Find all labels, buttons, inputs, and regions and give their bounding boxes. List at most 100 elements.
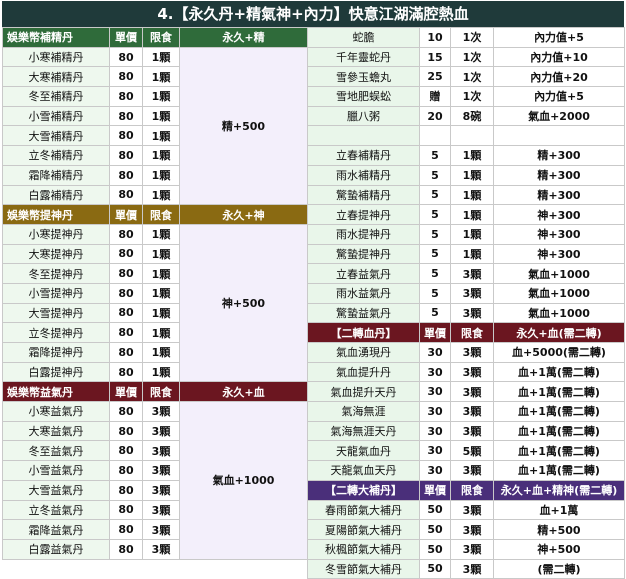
item-price: 30: [419, 342, 451, 363]
item-price: 80: [109, 86, 143, 107]
item-limit: 1顆: [142, 86, 180, 107]
item-effect: 氣血+2000: [493, 105, 625, 127]
item-limit: 5顆: [450, 440, 494, 462]
item-limit: 3顆: [142, 519, 180, 540]
item-limit: 3顆: [450, 302, 494, 324]
table-row: 氣海無涯天丹 30 3顆 血+1萬(需二轉): [307, 420, 625, 442]
table-row: 驚蟄提神丹 5 1顆 神+300: [307, 243, 625, 265]
item-limit: 3顆: [450, 460, 494, 481]
item-name: 立冬益氣丹: [2, 499, 110, 521]
item-limit: 1次: [450, 86, 494, 107]
item-name: 小寒提神丹: [2, 223, 110, 245]
table-row: 氣血提升天丹 30 3顆 血+1萬(需二轉): [307, 381, 625, 403]
table-row: 小雪提神丹 80 1顆: [2, 282, 308, 304]
header-name: 【二轉血丹】: [307, 322, 420, 343]
item-name: 蛇膽: [307, 27, 420, 48]
table-row: 小寒補精丹 80 1顆 精+500: [2, 46, 308, 206]
item-name: 冬至提神丹: [2, 263, 110, 284]
table-row: 天龍氣血天丹 30 3顆 血+1萬(需二轉): [307, 460, 625, 481]
title-band: [2, 1, 624, 27]
table-row: 小寒提神丹 80 1顆 神+500: [2, 223, 308, 383]
table-row: 立冬提神丹 80 1顆: [2, 322, 308, 343]
table-row: 大雪益氣丹 80 3顆: [2, 479, 308, 501]
item-price: 80: [109, 243, 143, 265]
section-header: 【二轉血丹】 單價 限食 永久+血(需二轉): [307, 322, 625, 343]
header-effect: 永久+血(需二轉): [493, 322, 625, 343]
item-limit: 3顆: [450, 558, 494, 579]
item-price: 30: [419, 460, 451, 481]
item-effect: 氣血+1000: [493, 282, 625, 304]
item-price: 80: [109, 420, 143, 442]
item-name: 氣血提升丹: [307, 361, 420, 383]
item-price: 80: [109, 164, 143, 186]
item-name: 雪參玉蟾丸: [307, 66, 420, 88]
right-price-table: 蛇膽 10 1次 內力值+5 千年靈蛇丹 15 1次 內力值+10 雪參玉蟾丸 25 1次 內力值+2…: [307, 27, 625, 579]
item-effect: 血+1萬(需二轉): [493, 420, 625, 442]
item-effect: 血+1萬(需二轉): [493, 401, 625, 422]
item-name: 天龍氣血丹: [307, 440, 420, 462]
table-row: 立冬益氣丹 80 3顆: [2, 499, 308, 521]
section-effect: 氣血+1000: [179, 401, 308, 560]
item-price: 5: [419, 282, 451, 304]
header-price: 單價: [419, 479, 451, 501]
item-limit: 1顆: [142, 164, 180, 186]
item-price: 80: [109, 184, 143, 206]
item-limit: 1顆: [450, 204, 494, 225]
item-price: 5: [419, 204, 451, 225]
item-price: 30: [419, 440, 451, 462]
item-name: 臘八粥: [307, 105, 420, 127]
item-limit: 1顆: [142, 243, 180, 265]
item-name: 小雪益氣丹: [2, 460, 110, 481]
page-title: 4.【永久丹+精氣神+內力】快意江湖滿腔熱血: [157, 5, 469, 23]
item-limit: 3顆: [450, 342, 494, 363]
item-price: 80: [109, 145, 143, 166]
item-limit: 8碗: [450, 105, 494, 127]
item-name: 雨水提神丹: [307, 223, 420, 245]
item-price: 20: [419, 105, 451, 127]
item-effect: 內力值+20: [493, 66, 625, 88]
header-name: 娛樂幣提神丹: [2, 204, 110, 225]
table-row: 千年靈蛇丹 15 1次 內力值+10: [307, 46, 625, 68]
item-effect: 氣血+1000: [493, 263, 625, 284]
item-limit: 1顆: [142, 302, 180, 324]
table-row: 雨水提神丹 5 1顆 神+300: [307, 223, 625, 245]
header-name: 娛樂幣補精丹: [2, 27, 110, 48]
section-effect: 神+500: [179, 223, 308, 383]
section-header: 娛樂幣補精丹 單價 限食 永久+精: [2, 27, 308, 48]
item-limit: 3顆: [142, 499, 180, 521]
item-effect: 神+300: [493, 243, 625, 265]
item-limit: 1顆: [450, 223, 494, 245]
item-effect: 神+500: [493, 538, 625, 560]
item-limit: [450, 125, 494, 147]
item-effect: 內力值+10: [493, 46, 625, 68]
item-name: 驚蟄提神丹: [307, 243, 420, 265]
item-price: 30: [419, 401, 451, 422]
item-limit: 3顆: [450, 420, 494, 442]
item-limit: 3顆: [450, 499, 494, 521]
table-row: 秋楓節氣大補丹 50 3顆 神+500: [307, 538, 625, 560]
item-limit: 1顆: [142, 263, 180, 284]
item-name: 大雪補精丹: [2, 125, 110, 147]
table-row: 雨水補精丹 5 1顆 精+300: [307, 164, 625, 186]
table-row: 冬至益氣丹 80 3顆: [2, 440, 308, 462]
table-row: 雨水益氣丹 5 3顆 氣血+1000: [307, 282, 625, 304]
item-name: 春雨節氣大補丹: [307, 499, 420, 521]
item-name: 小雪補精丹: [2, 105, 110, 127]
table-row: 蛇膽 10 1次 內力值+5: [307, 27, 625, 48]
item-limit: 3顆: [142, 479, 180, 501]
table-row: 天龍氣血丹 30 5顆 血+1萬(需二轉): [307, 440, 625, 462]
table-row: 氣海無涯 30 3顆 血+1萬(需二轉): [307, 401, 625, 422]
table-row: 夏陽節氣大補丹 50 3顆 精+500: [307, 519, 625, 540]
item-name: 千年靈蛇丹: [307, 46, 420, 68]
item-limit: 1次: [450, 66, 494, 88]
item-price: 5: [419, 243, 451, 265]
section-header: 【二轉大補丹】 單價 限食 永久+血+精神(需二轉): [307, 479, 625, 501]
item-name: 秋楓節氣大補丹: [307, 538, 420, 560]
header-limit: 限食: [142, 381, 180, 403]
item-price: 30: [419, 381, 451, 403]
item-effect: 神+300: [493, 223, 625, 245]
item-name: 氣血提升天丹: [307, 381, 420, 403]
section-header: 娛樂幣益氣丹 單價 限食 永久+血: [2, 381, 308, 403]
table-row: 立春補精丹 5 1顆 精+300: [307, 145, 625, 166]
